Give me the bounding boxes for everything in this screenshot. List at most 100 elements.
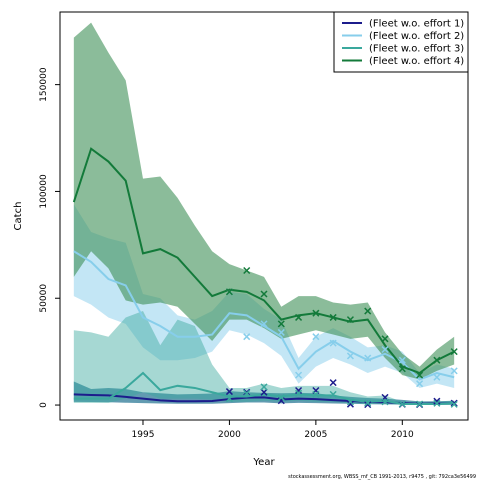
marker-stroke bbox=[364, 354, 372, 362]
series-2-observation bbox=[450, 367, 458, 375]
marker-stroke bbox=[416, 371, 424, 379]
observed-markers bbox=[225, 266, 458, 409]
marker-stroke bbox=[329, 379, 337, 387]
marker-stroke bbox=[416, 380, 424, 388]
marker-stroke bbox=[364, 401, 372, 409]
marker-stroke bbox=[450, 348, 458, 356]
marker-stroke bbox=[364, 307, 372, 315]
series-4-observation bbox=[433, 356, 441, 364]
series-2-observation bbox=[364, 354, 372, 362]
series-2-observation bbox=[416, 380, 424, 388]
marker-stroke bbox=[295, 371, 303, 379]
series-4-observation bbox=[225, 288, 233, 296]
series-4-observation bbox=[329, 313, 337, 321]
marker-stroke bbox=[260, 320, 268, 328]
marker-stroke bbox=[295, 313, 303, 321]
marker-stroke bbox=[312, 333, 320, 341]
marker-stroke bbox=[260, 383, 268, 391]
series-4-observation bbox=[295, 313, 303, 321]
marker-stroke bbox=[295, 386, 303, 395]
marker-stroke bbox=[260, 290, 268, 298]
marker-stroke bbox=[329, 339, 337, 347]
y-tick-label: 150000 bbox=[39, 67, 49, 102]
y-tick-label: 50000 bbox=[39, 284, 49, 313]
series-3-observation bbox=[295, 389, 303, 397]
series-3-observation bbox=[433, 399, 441, 407]
marker-stroke bbox=[416, 400, 424, 408]
series-2-line bbox=[73, 250, 455, 381]
series-4-observation bbox=[398, 365, 406, 373]
series-3-observation bbox=[450, 400, 458, 408]
series-3-observation bbox=[346, 398, 354, 406]
y-tick-label: 0 bbox=[39, 402, 49, 408]
y-axis: 0 50000 100000 150000 bbox=[39, 67, 60, 408]
marker-stroke bbox=[346, 316, 354, 324]
series-1-observation bbox=[450, 399, 458, 407]
marker-stroke bbox=[398, 365, 406, 373]
marker-stroke bbox=[295, 389, 303, 397]
legend-label-3: (Fleet w.o. effort 3) bbox=[369, 44, 464, 55]
marker-stroke bbox=[398, 356, 406, 364]
marker-stroke bbox=[433, 373, 441, 381]
marker-stroke bbox=[381, 335, 389, 343]
series-3-band bbox=[73, 311, 455, 405]
marker-stroke bbox=[433, 397, 441, 405]
series-3-observation bbox=[381, 398, 389, 406]
footer-note: stockassessment.org, WBSS_mf_CB 1991-201… bbox=[288, 474, 476, 480]
series-2-observation bbox=[312, 333, 320, 341]
series-4-band bbox=[73, 22, 455, 380]
x-tick-label: 2005 bbox=[304, 430, 327, 440]
x-tick-label: 2010 bbox=[391, 430, 414, 440]
marker-stroke bbox=[364, 399, 372, 407]
series-4-observation bbox=[277, 320, 285, 328]
marker-stroke bbox=[329, 313, 337, 321]
series-2-observation bbox=[243, 333, 251, 341]
series-4-observation bbox=[260, 290, 268, 298]
series-1-observation bbox=[260, 388, 268, 396]
marker-stroke bbox=[260, 388, 268, 396]
series-1-observation bbox=[346, 400, 354, 408]
marker-stroke bbox=[277, 394, 285, 402]
series-2-band bbox=[73, 204, 455, 388]
series-2-observation bbox=[381, 345, 389, 354]
marker-stroke bbox=[312, 390, 320, 398]
x-axis: 1995 2000 2005 2010 bbox=[132, 420, 414, 440]
series-2-observation bbox=[295, 371, 303, 379]
legend-label-4: (Fleet w.o. effort 4) bbox=[369, 56, 464, 67]
marker-stroke bbox=[433, 399, 441, 407]
series-2-observation bbox=[260, 320, 268, 328]
series-3-line bbox=[73, 371, 455, 405]
marker-stroke bbox=[225, 395, 233, 403]
series-4-observation bbox=[416, 371, 424, 379]
series-1-observation bbox=[243, 388, 251, 396]
marker-stroke bbox=[312, 309, 320, 317]
series-2-observation bbox=[398, 356, 406, 364]
series-3-observation bbox=[416, 400, 424, 408]
legend-label-1: (Fleet w.o. effort 1) bbox=[369, 19, 464, 30]
legend-label-2: (Fleet w.o. effort 2) bbox=[369, 31, 464, 42]
marker-stroke bbox=[346, 400, 354, 408]
series-1-observation bbox=[364, 401, 372, 409]
marker-stroke bbox=[225, 388, 233, 396]
x-tick-label: 2000 bbox=[218, 430, 241, 440]
series-4-observation bbox=[450, 348, 458, 356]
marker-stroke bbox=[243, 266, 251, 275]
marker-stroke bbox=[277, 320, 285, 328]
series-4-observation bbox=[381, 335, 389, 343]
series-3-observation bbox=[329, 390, 337, 398]
series-3-observation bbox=[312, 390, 320, 398]
series-4-line bbox=[72, 147, 455, 375]
series-1-observation bbox=[225, 388, 233, 396]
series-2-observation bbox=[346, 352, 354, 360]
series-2-observation bbox=[329, 339, 337, 347]
marker-stroke bbox=[243, 389, 251, 397]
marker-stroke bbox=[243, 388, 251, 396]
series-1-observation bbox=[433, 397, 441, 405]
series-4-observation bbox=[243, 266, 251, 275]
x-axis-label: Year bbox=[252, 457, 275, 468]
marker-stroke bbox=[346, 398, 354, 406]
series-3-observation bbox=[277, 394, 285, 402]
series-3-observation bbox=[398, 400, 406, 408]
plot-frame bbox=[59, 11, 469, 421]
